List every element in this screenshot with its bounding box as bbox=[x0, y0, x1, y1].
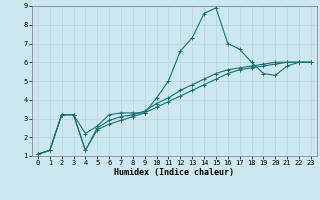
X-axis label: Humidex (Indice chaleur): Humidex (Indice chaleur) bbox=[115, 168, 234, 177]
